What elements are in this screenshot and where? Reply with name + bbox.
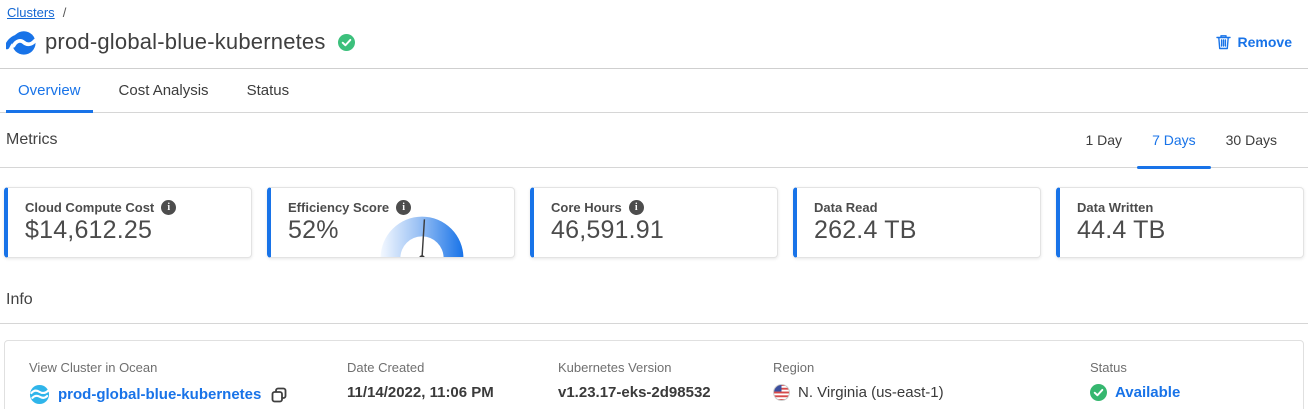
info-field-label: Kubernetes Version — [558, 360, 672, 375]
status-value: Available — [1115, 384, 1181, 401]
header-divider — [0, 68, 1308, 69]
info-icon[interactable]: i — [396, 200, 412, 215]
copy-icon — [271, 387, 287, 402]
metric-label: Efficiency Score — [288, 200, 390, 215]
metric-label: Data Read — [814, 200, 878, 215]
metric-value: 262.4 TB — [814, 216, 917, 244]
cluster-ocean-link[interactable]: prod-global-blue-kubernetes — [58, 386, 262, 403]
us-flag-icon — [773, 384, 790, 401]
info-icon[interactable]: i — [161, 200, 177, 215]
info-card: View Cluster in Ocean prod-global-blue-k… — [4, 340, 1304, 409]
info-field-label: View Cluster in Ocean — [29, 360, 158, 375]
kubernetes-version-value: v1.23.17-eks-2d98532 — [558, 384, 711, 401]
info-field-region: Region N. Virginia (us-east-1) — [773, 360, 1090, 409]
metric-value: 46,591.91 — [551, 216, 665, 244]
date-created-value: 11/14/2022, 11:06 PM — [347, 384, 494, 401]
metric-value: 44.4 TB — [1077, 216, 1166, 244]
copy-button[interactable] — [271, 387, 287, 403]
info-section-header: Info — [0, 277, 1308, 324]
info-field-date-created: Date Created 11/14/2022, 11:06 PM — [347, 360, 558, 409]
ocean-logo-icon — [6, 31, 36, 55]
info-field-label: Date Created — [347, 360, 425, 375]
page-header: prod-global-blue-kubernetes Remove — [0, 20, 1308, 57]
metric-card-data-read: Data Read 262.4 TB — [793, 187, 1041, 258]
remove-button[interactable]: Remove — [1215, 34, 1292, 50]
ocean-wave-icon — [29, 384, 50, 405]
metric-value: 52% — [288, 216, 339, 244]
trash-icon — [1215, 35, 1231, 50]
breadcrumb-clusters-link[interactable]: Clusters — [7, 5, 55, 20]
metric-card-core-hours: Core Hours i 46,591.91 — [530, 187, 778, 258]
info-field-label: Region — [773, 360, 815, 375]
metric-cards: Cloud Compute Cost i $14,612.25 Efficien… — [0, 168, 1308, 258]
verified-check-icon — [337, 33, 355, 51]
metric-card-efficiency-score: Efficiency Score i 52% — [267, 187, 515, 258]
remove-button-label: Remove — [1237, 34, 1292, 50]
metric-value: $14,612.25 — [25, 216, 153, 244]
tab-status[interactable]: Status — [246, 82, 290, 99]
time-range-30-days[interactable]: 30 Days — [1225, 132, 1277, 148]
page-title: prod-global-blue-kubernetes — [45, 29, 326, 54]
status-check-icon — [1090, 384, 1107, 401]
metrics-heading: Metrics — [6, 131, 58, 148]
breadcrumb-separator: / — [62, 5, 67, 20]
info-icon[interactable]: i — [628, 200, 644, 215]
metric-card-data-written: Data Written 44.4 TB — [1056, 187, 1304, 258]
region-value: N. Virginia (us-east-1) — [798, 384, 944, 401]
metrics-section-header: Metrics 1 Day 7 Days 30 Days — [0, 113, 1308, 169]
time-range-selector: 1 Day 7 Days 30 Days — [1070, 113, 1292, 169]
info-field-status: Status Available — [1090, 360, 1303, 409]
info-field-view-cluster: View Cluster in Ocean prod-global-blue-k… — [29, 360, 347, 409]
metric-card-cloud-compute-cost: Cloud Compute Cost i $14,612.25 — [4, 187, 252, 258]
metric-label: Core Hours — [551, 200, 622, 215]
tab-overview[interactable]: Overview — [6, 69, 92, 113]
cluster-tabs: Overview Cost Analysis Status — [0, 69, 1308, 113]
metric-label: Cloud Compute Cost — [25, 200, 155, 215]
metric-label: Data Written — [1077, 200, 1154, 215]
time-range-1-day[interactable]: 1 Day — [1085, 132, 1123, 148]
tab-cost-analysis[interactable]: Cost Analysis — [118, 82, 209, 99]
info-heading: Info — [6, 291, 33, 308]
info-field-label: Status — [1090, 360, 1127, 375]
time-range-7-days[interactable]: 7 Days — [1137, 113, 1211, 169]
info-field-kubernetes-version: Kubernetes Version v1.23.17-eks-2d98532 — [558, 360, 773, 409]
efficiency-gauge — [380, 216, 464, 257]
breadcrumb: Clusters / — [0, 0, 1308, 20]
